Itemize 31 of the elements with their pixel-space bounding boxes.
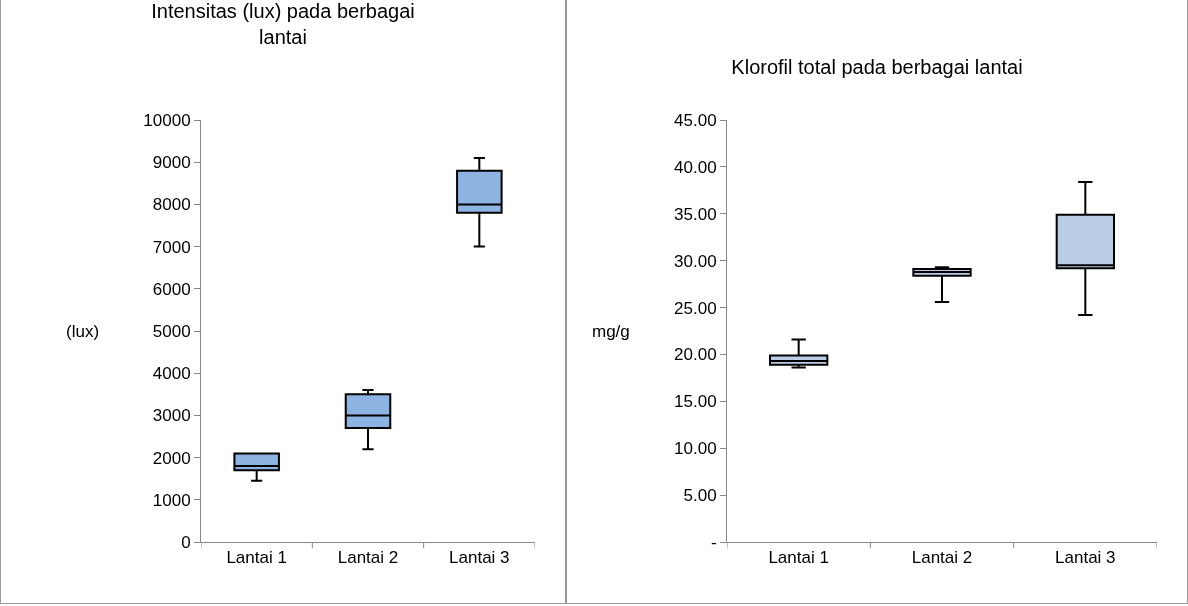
y-tick-label: 4000 [152, 364, 191, 384]
x-tick-label: Lantai 3 [1055, 548, 1116, 568]
y-tick-label: 20.00 [674, 345, 717, 365]
y-tick-label: 5000 [152, 321, 191, 341]
y-tick-label: 25.00 [674, 298, 717, 318]
x-tick-label: Lantai 2 [911, 548, 973, 568]
y-tick-label: 40.00 [674, 157, 717, 177]
x-tick-label: Lantai 3 [449, 548, 510, 568]
x-tick-label: Lantai 1 [226, 548, 287, 568]
y-tick-label: 3000 [152, 406, 191, 426]
y-tick-label: 30.00 [674, 251, 717, 271]
x-tick-label: Lantai 1 [768, 548, 829, 568]
y-tick-label: 2000 [152, 448, 191, 468]
y-tick-label: 10000 [143, 110, 191, 130]
y-tick-label: 45.00 [674, 110, 717, 130]
y-axis-title: (lux) [66, 322, 100, 341]
chart-title: Intensitas (lux) pada berbagai lantai [151, 0, 415, 49]
y-tick-label: 8000 [152, 195, 191, 215]
y-tick-label: - [710, 532, 717, 552]
y-tick-label: 9000 [152, 153, 191, 173]
y-tick-label: 1000 [152, 490, 191, 510]
y-tick-label: 5.00 [683, 486, 717, 506]
y-tick-label: 7000 [152, 237, 191, 257]
y-tick-label: 15.00 [674, 392, 717, 412]
y-tick-label: 10.00 [674, 439, 717, 459]
chart-title: Klorofil total pada berbagai lantai [731, 56, 1023, 79]
y-tick-label: 35.00 [674, 204, 717, 224]
x-tick-label: Lantai 2 [337, 548, 399, 568]
y-axis-title: mg/g [592, 322, 630, 341]
y-tick-label: 6000 [152, 279, 191, 299]
y-tick-label: 0 [181, 532, 191, 552]
